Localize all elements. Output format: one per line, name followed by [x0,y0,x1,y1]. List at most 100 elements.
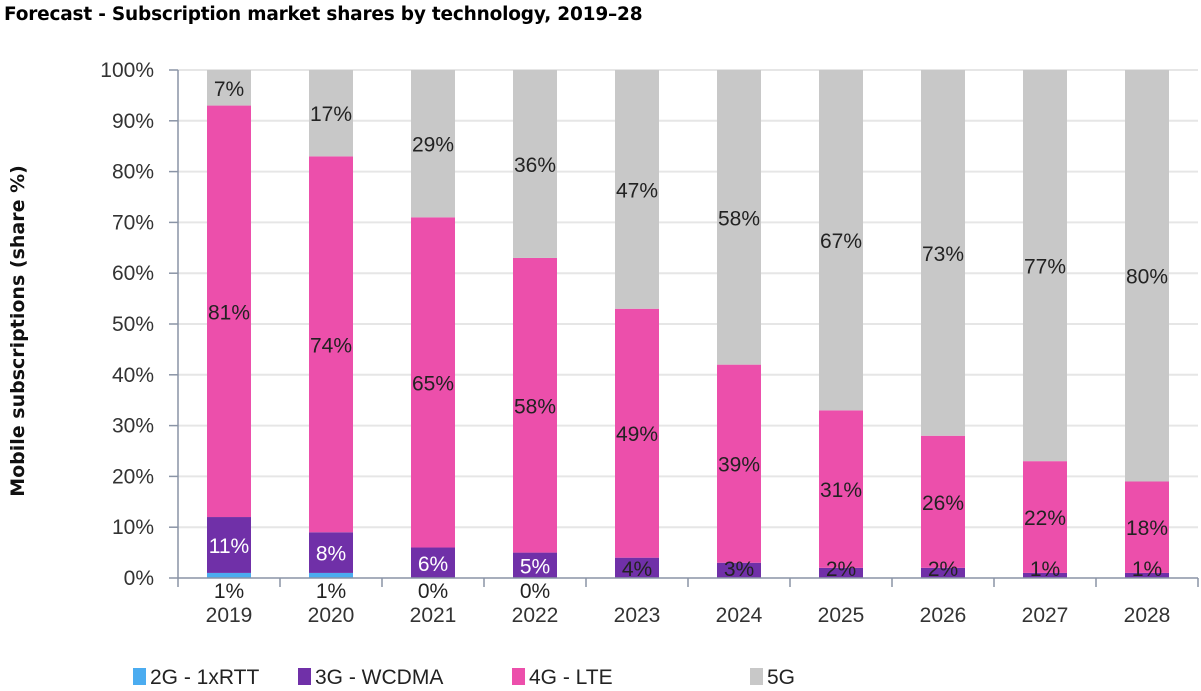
data-label: 1% [1132,558,1162,581]
legend-label: 3G - WCDMA [315,666,443,689]
data-label: 49% [616,423,658,446]
y-tick-label: 90% [112,110,154,133]
y-tick-label: 30% [112,415,154,438]
y-tick-label: 10% [112,516,154,539]
y-tick-label: 50% [112,313,154,336]
data-label: 73% [922,243,964,266]
legend-swatch-4g-lte [512,668,525,685]
data-label: 18% [1126,517,1168,540]
data-label: 1% [214,580,244,603]
data-label: 11% [209,535,249,558]
bar-segment-4g-lte [717,364,761,563]
bar-segment-4g-lte [921,435,965,568]
y-tick-label: 70% [112,211,154,234]
data-label: 2% [826,558,856,581]
x-tick-label: 2022 [512,604,559,627]
bar-segment-3g-wcdma [411,547,455,578]
bar-segment-4g-lte [309,156,353,533]
data-label: 3% [724,558,754,581]
bar-segment-4g-lte [1125,481,1169,573]
y-tick-label: 60% [112,262,154,285]
bar-segment-5g [207,70,251,106]
data-label: 5% [520,555,550,578]
data-label: 39% [718,454,760,477]
data-label: 77% [1024,256,1066,279]
y-tick-label: 100% [100,59,154,82]
bar-segment-3g-wcdma [921,567,965,578]
y-tick-label: 80% [112,161,154,184]
bar-segment-2g-1xrtt [309,572,353,578]
legend-swatch-3g-wcdma [298,668,311,685]
x-tick-label: 2024 [716,604,763,627]
bar-segment-5g [309,70,353,157]
data-label: 31% [820,479,862,502]
bar-segment-5g [819,70,863,411]
bar-segment-3g-wcdma [513,552,557,578]
data-label: 58% [514,395,556,418]
data-label: 36% [514,154,556,177]
x-tick-label: 2026 [920,604,967,627]
bar-segment-3g-wcdma [615,557,659,578]
legend: 2G - 1xRTT 3G - WCDMA 4G - LTE 5G [133,666,795,689]
bar-segment-5g [717,70,761,365]
bar-segment-5g [1023,70,1067,462]
bar-segment-4g-lte [615,308,659,558]
x-tick-label: 2028 [1124,604,1171,627]
bar-segment-5g [921,70,965,436]
legend-swatch-2g-1xrtt [133,668,146,685]
data-labels: 1%11%81%7%1%8%74%17%0%6%65%29%0%5%58%36%… [208,78,1168,603]
bar-segment-2g-1xrtt [207,572,251,578]
legend-label: 2G - 1xRTT [150,666,259,689]
x-tick-label: 2020 [308,604,355,627]
bar-segment-3g-wcdma [717,562,761,578]
bar-segment-3g-wcdma [207,517,251,573]
chart-title: Forecast - Subscription market shares by… [4,4,643,25]
data-label: 0% [520,580,550,603]
data-label: 81% [208,301,250,324]
bar-segment-4g-lte [411,217,455,548]
x-tick-label: 2021 [410,604,457,627]
data-label: 7% [214,78,244,101]
x-tick-label: 2019 [206,604,253,627]
y-tick-label: 0% [124,567,154,590]
bar-segment-3g-wcdma [1125,572,1169,578]
bar-segment-3g-wcdma [1023,572,1067,578]
data-label: 8% [316,543,346,566]
bar-segment-4g-lte [819,410,863,568]
data-label: 80% [1126,266,1168,289]
data-label: 29% [412,134,454,157]
data-label: 2% [928,558,958,581]
data-label: 58% [718,207,760,230]
bars [207,70,1169,578]
bar-segment-3g-wcdma [819,567,863,578]
data-label: 22% [1024,507,1066,530]
legend-swatch-5g [750,668,763,685]
data-label: 26% [922,492,964,515]
x-tick-label: 2027 [1022,604,1069,627]
data-label: 1% [1030,558,1060,581]
data-label: 17% [310,103,352,126]
bar-segment-4g-lte [207,105,251,518]
bar-segment-4g-lte [513,257,557,553]
axes: 0% 10% 20% 30% 40% 50% 60% 70% 80% 90% 100% 2019 202… [100,59,1199,627]
data-label: 65% [412,372,454,395]
data-label: 47% [616,179,658,202]
data-label: 67% [820,230,862,253]
bar-segment-4g-lte [1023,461,1067,573]
data-label: 4% [622,558,652,581]
data-label: 74% [310,334,352,357]
bar-segment-5g [513,70,557,258]
legend-label: 5G [767,666,795,689]
bar-segment-3g-wcdma [309,532,353,573]
y-axis-label: Mobile subscriptions (share %) [7,165,29,497]
y-tick-label: 40% [112,364,154,387]
x-tick-label: 2023 [614,604,661,627]
data-label: 0% [418,580,448,603]
data-label: 1% [316,580,346,603]
y-tick-label: 20% [112,465,154,488]
legend-label: 4G - LTE [529,666,613,689]
bar-segment-5g [615,70,659,309]
x-tick-label: 2025 [818,604,865,627]
bar-segment-5g [1125,70,1169,482]
